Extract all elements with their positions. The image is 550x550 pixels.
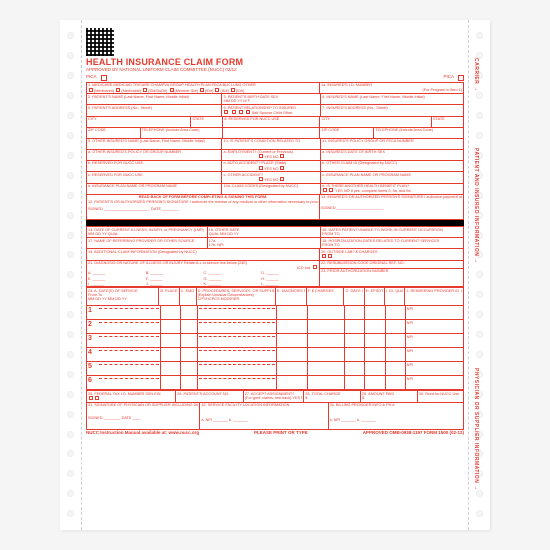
tractor-feed-left [60, 20, 82, 530]
side-label-patient: PATIENT AND INSURED INFORMATION → [473, 148, 479, 264]
footer-left: NUCC Instruction Manual available at: ww… [86, 431, 199, 436]
totals-signature-section: 25. FEDERAL TAX I.D. NUMBER SSN EIN 26. … [86, 390, 464, 429]
diagnosis-section: 14. DATE OF CURRENT ILLNESS, INJURY, or … [86, 226, 464, 287]
side-label-physician: PHYSICIAN OR SUPPLIER INFORMATION → [473, 368, 479, 491]
form-footer: NUCC Instruction Manual available at: ww… [86, 431, 464, 436]
patient-insured-section: 1. MEDICARE MEDICAID TRICARE CHAMPVA GRO… [86, 82, 464, 220]
footer-right: APPROVED OMB-0938-1197 FORM 1500 (02-12) [363, 431, 464, 436]
side-label-carrier: CARRIER → [473, 58, 479, 92]
continuous-form-paper: CARRIER → PATIENT AND INSURED INFORMATIO… [60, 20, 490, 530]
qr-code [86, 28, 114, 56]
claim-form: CARRIER → PATIENT AND INSURED INFORMATIO… [86, 28, 464, 522]
pica-row: PICA PICA [86, 75, 464, 81]
service-lines-section: 24. A. DATE(S) OF SERVICEFrom ToMM DD YY… [86, 287, 464, 390]
tractor-feed-right [468, 20, 490, 530]
footer-center: PLEASE PRINT OR TYPE [254, 431, 308, 436]
form-subtitle: APPROVED BY NATIONAL UNIFORM CLAIM COMMI… [86, 68, 464, 73]
